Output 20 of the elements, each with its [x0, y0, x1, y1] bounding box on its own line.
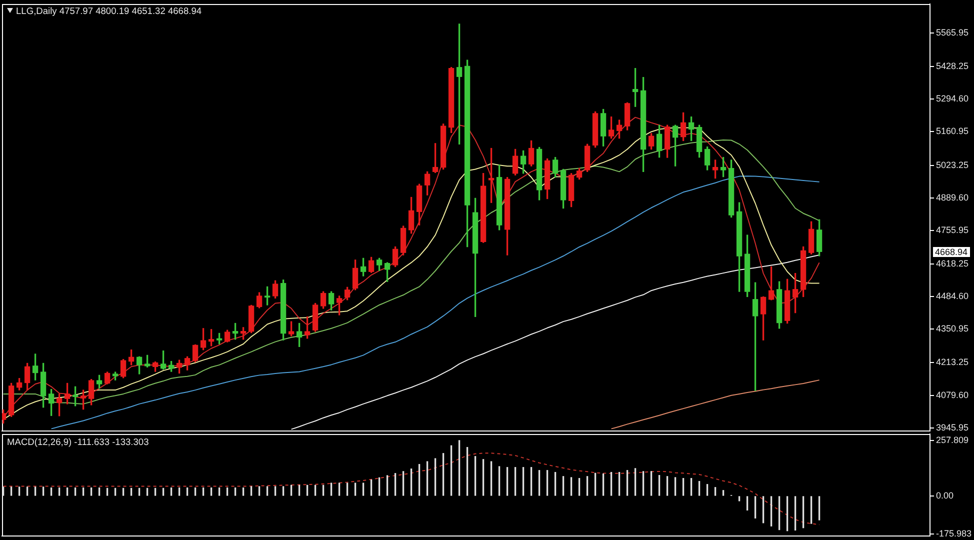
chart-title: LLG,Daily 4757.97 4800.19 4651.32 4668.94 — [16, 6, 202, 16]
chart-title: MACD(12,26,9) -111.633 -133.303 — [7, 436, 149, 446]
text: 4668.94 — [933, 246, 970, 257]
y-tick-label: 4213.25 — [936, 357, 969, 368]
y-tick-label: 257.809 — [936, 434, 969, 445]
y-tick-label: 5023.25 — [936, 160, 969, 170]
y-tick-label: 5160.95 — [936, 126, 969, 136]
y-tick-label: 4079.60 — [936, 390, 969, 400]
line-series — [2, 452, 820, 526]
y-tick-label: 4350.95 — [936, 324, 969, 334]
y-tick-label: 4889.60 — [936, 192, 969, 202]
y-tick-label: -175.983 — [936, 528, 972, 538]
y-tick-label: 3945.95 — [936, 422, 969, 432]
y-tick-label: 0.00 — [936, 490, 954, 500]
y-tick-label: 4484.60 — [936, 291, 969, 302]
y-tick-label: 5565.95 — [936, 28, 969, 38]
y-tick-label: 5294.60 — [936, 94, 969, 104]
y-tick-label: 4755.95 — [936, 224, 969, 235]
y-tick-label: 5428.25 — [936, 61, 969, 72]
y-tick-label: 4618.25 — [936, 258, 969, 268]
